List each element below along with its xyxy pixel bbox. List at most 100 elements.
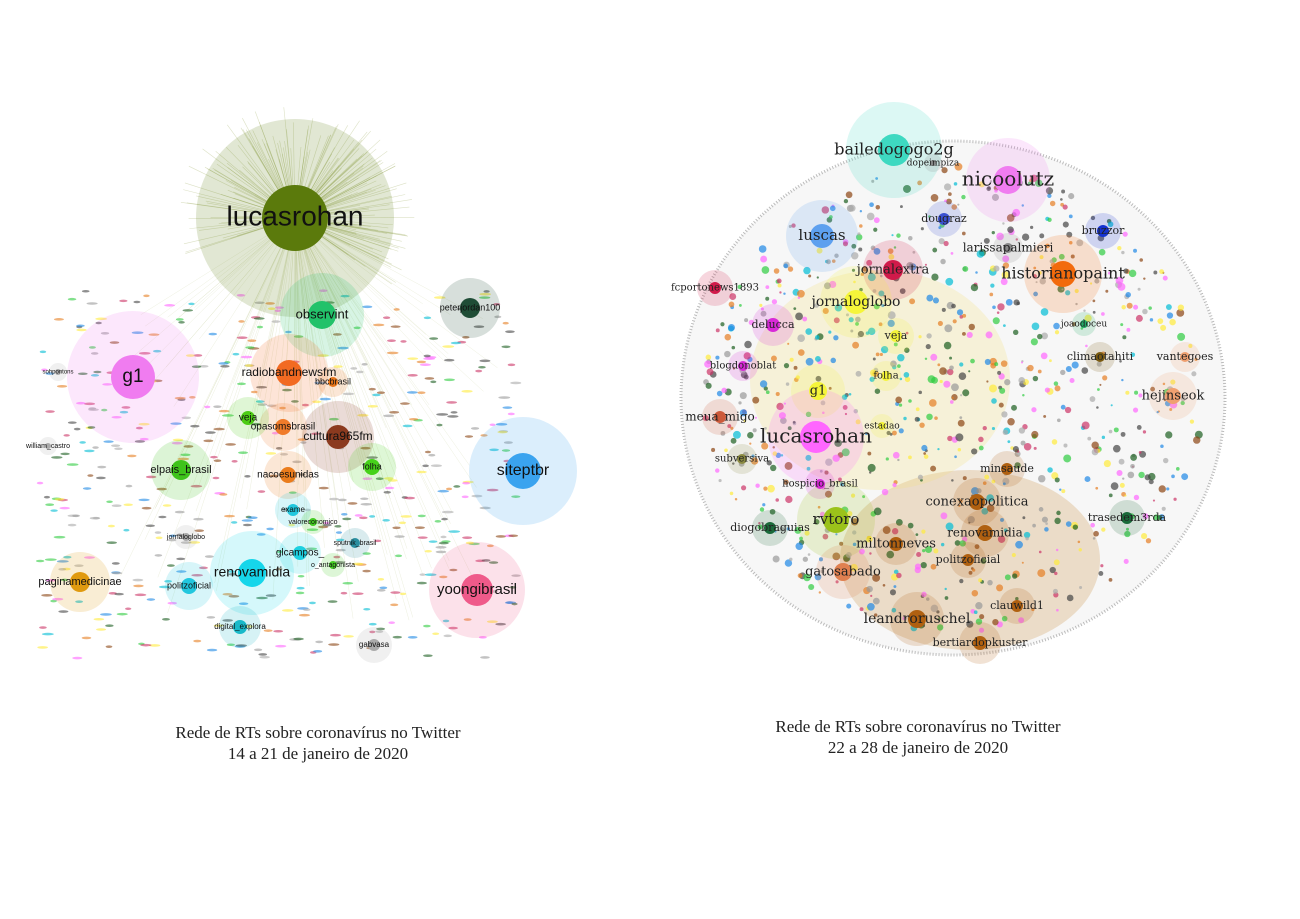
- minor-node: [177, 457, 190, 461]
- minor-node: [718, 478, 722, 483]
- node: [878, 422, 886, 430]
- node: [977, 525, 993, 541]
- minor-node: [343, 635, 354, 638]
- minor-node: [937, 363, 941, 367]
- minor-node: [834, 253, 839, 258]
- minor-node: [35, 559, 45, 563]
- minor-node: [242, 523, 252, 527]
- minor-node: [751, 454, 755, 458]
- node-label: bruzzor: [1082, 224, 1126, 237]
- minor-node: [1012, 573, 1018, 579]
- minor-node: [871, 179, 875, 183]
- minor-node: [1035, 281, 1038, 284]
- node-label: delucca: [751, 318, 794, 331]
- minor-node: [961, 194, 966, 200]
- minor-node: [265, 452, 277, 455]
- minor-node: [368, 622, 377, 626]
- minor-node: [90, 352, 99, 355]
- minor-node: [256, 533, 266, 536]
- node-label: hospicio_brasil: [782, 479, 858, 490]
- minor-node: [767, 484, 775, 493]
- minor-node: [914, 416, 920, 422]
- edge: [254, 217, 296, 414]
- minor-node: [978, 436, 984, 443]
- minor-node: [976, 250, 985, 258]
- minor-node: [900, 205, 903, 209]
- minor-node: [1124, 494, 1127, 497]
- minor-node: [779, 527, 785, 532]
- minor-node: [1108, 271, 1111, 275]
- minor-node: [51, 456, 63, 459]
- minor-node: [1135, 314, 1143, 322]
- minor-node: [852, 341, 860, 349]
- minor-node: [930, 465, 937, 472]
- minor-node: [238, 602, 249, 605]
- minor-node: [88, 408, 99, 411]
- minor-node: [218, 409, 230, 413]
- minor-node: [1152, 499, 1156, 502]
- minor-node: [1142, 308, 1148, 315]
- minor-node: [792, 420, 796, 424]
- minor-node: [72, 514, 80, 518]
- minor-node: [1039, 233, 1045, 239]
- minor-node: [715, 468, 720, 473]
- minor-node: [1118, 458, 1125, 465]
- minor-node: [361, 363, 368, 366]
- minor-node: [1056, 510, 1061, 516]
- minor-node: [754, 416, 757, 419]
- minor-node: [888, 253, 895, 260]
- edge: [216, 217, 296, 591]
- minor-node: [775, 498, 779, 502]
- edge: [294, 217, 407, 560]
- minor-node: [1091, 441, 1099, 449]
- minor-node: [1021, 233, 1030, 241]
- node: [368, 639, 380, 651]
- minor-node: [872, 573, 881, 582]
- minor-node: [873, 613, 878, 617]
- minor-node: [183, 445, 194, 448]
- minor-node: [1002, 429, 1009, 435]
- edge: [294, 217, 354, 619]
- minor-node: [446, 487, 453, 491]
- minor-node: [96, 628, 107, 631]
- minor-node: [825, 259, 831, 265]
- minor-node: [997, 535, 1006, 543]
- minor-node: [1181, 473, 1189, 481]
- node-label: minsaude: [980, 462, 1034, 475]
- node: [1095, 352, 1105, 362]
- minor-node: [1045, 522, 1048, 525]
- minor-node: [734, 497, 738, 501]
- minor-node: [53, 535, 66, 539]
- minor-node: [334, 525, 342, 528]
- minor-node: [724, 448, 728, 453]
- minor-node: [1110, 404, 1113, 407]
- minor-node: [1068, 214, 1073, 219]
- minor-node: [1128, 269, 1137, 278]
- minor-node: [1053, 559, 1060, 566]
- minor-node: [301, 403, 309, 407]
- node-label: g1: [810, 384, 827, 399]
- minor-node: [288, 491, 297, 494]
- minor-node: [116, 612, 128, 616]
- minor-node: [372, 393, 381, 397]
- minor-node: [971, 589, 979, 597]
- minor-node: [489, 448, 499, 452]
- node-label: dopeimpiza: [907, 159, 960, 169]
- minor-node: [776, 278, 782, 284]
- minor-node: [1038, 474, 1046, 483]
- minor-node: [417, 391, 426, 395]
- minor-node: [875, 204, 881, 210]
- minor-node: [1081, 421, 1090, 430]
- minor-node: [806, 466, 811, 471]
- minor-node: [825, 458, 833, 466]
- minor-node: [906, 261, 914, 270]
- minor-node: [917, 180, 923, 186]
- minor-node: [1092, 310, 1096, 314]
- minor-node: [1049, 259, 1054, 264]
- minor-node: [1065, 290, 1071, 296]
- minor-node: [897, 458, 900, 462]
- minor-node: [870, 594, 873, 597]
- minor-node: [1005, 298, 1013, 306]
- minor-node: [899, 288, 906, 294]
- minor-node: [193, 639, 202, 643]
